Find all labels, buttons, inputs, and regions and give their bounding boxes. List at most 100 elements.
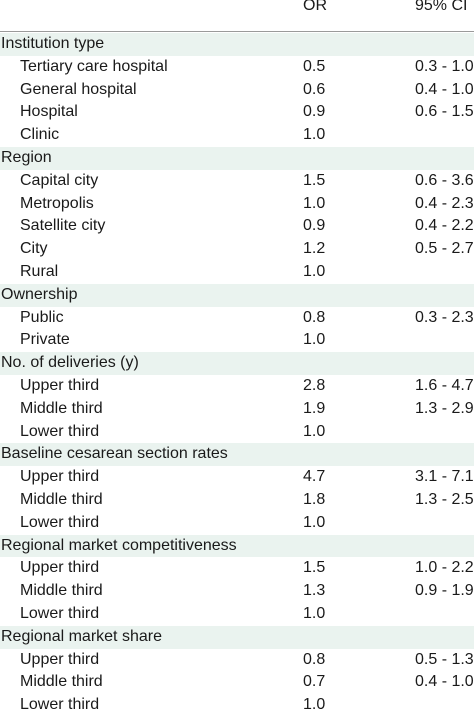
odds-ratio-value: 1.3	[303, 582, 326, 600]
row-label: Upper third	[20, 650, 100, 668]
section-title: Region	[1, 148, 52, 166]
odds-ratio-value: 0.8	[303, 308, 326, 326]
confidence-interval-value: 0.6 - 1.5	[415, 103, 474, 121]
confidence-interval-value: 0.4 - 1.0	[415, 80, 474, 98]
confidence-interval-value: 1.3 - 2.5	[415, 490, 474, 508]
odds-ratio-value: 1.9	[303, 399, 326, 417]
table-row: Metropolis 1.0 0.4 - 2.3	[0, 193, 474, 216]
section-title: Ownership	[1, 285, 78, 303]
table-row: Middle third 1.9 1.3 - 2.9	[0, 398, 474, 421]
table-row: Lower third 1.0	[0, 603, 474, 626]
table-row: City 1.2 0.5 - 2.7	[0, 238, 474, 261]
confidence-interval-value: 0.4 - 2.3	[415, 194, 474, 212]
odds-ratio-value: 1.0	[303, 126, 326, 144]
odds-ratio-value: 1.0	[303, 604, 326, 622]
confidence-interval-value: 3.1 - 7.1	[415, 468, 474, 486]
table-row: Private 1.0	[0, 329, 474, 352]
confidence-interval-value: 1.0 - 2.2	[415, 559, 474, 577]
row-label: Hospital	[20, 103, 78, 121]
header-ci: 95% CI	[415, 0, 468, 14]
section-header-row: No. of deliveries (y)	[0, 352, 474, 375]
table-row: Middle third 0.7 0.4 - 1.0	[0, 671, 474, 694]
row-label: Middle third	[20, 399, 103, 417]
confidence-interval-value: 0.9 - 1.9	[415, 582, 474, 600]
odds-ratio-value: 0.9	[303, 103, 326, 121]
section-header-row: Regional market share	[0, 625, 474, 649]
table-row: Public 0.8 0.3 - 2.3	[0, 307, 474, 330]
row-label: Capital city	[20, 171, 99, 189]
table-row: Lower third 1.0	[0, 694, 474, 717]
section-title: Regional market competitiveness	[1, 536, 237, 554]
row-label: Metropolis	[20, 194, 94, 212]
odds-ratio-value: 1.0	[303, 422, 326, 440]
confidence-interval-value: 0.3 - 2.3	[415, 308, 474, 326]
row-label: Clinic	[20, 126, 60, 144]
confidence-interval-value: 0.5 - 2.7	[415, 240, 474, 258]
odds-ratio-value: 1.0	[303, 696, 326, 714]
table-header: OR 95% CI	[0, 0, 474, 32]
table-row: Upper third 1.5 1.0 - 2.2	[0, 557, 474, 580]
row-label: Tertiary care hospital	[20, 57, 168, 75]
table-row: Satellite city 0.9 0.4 - 2.2	[0, 215, 474, 238]
row-label: Lower third	[20, 513, 100, 531]
section-title: Baseline cesarean section rates	[1, 445, 228, 463]
odds-ratio-value: 0.7	[303, 673, 326, 691]
section-title: No. of deliveries (y)	[1, 354, 139, 372]
row-label: Middle third	[20, 490, 103, 508]
odds-ratio-value: 0.6	[303, 80, 326, 98]
section-title: Institution type	[1, 35, 105, 52]
section-header-row: Region	[0, 146, 474, 170]
odds-ratio-value: 0.9	[303, 217, 326, 235]
odds-ratio-value: 2.8	[303, 376, 326, 394]
confidence-interval-value: 0.6 - 3.6	[415, 171, 474, 189]
row-label: General hospital	[20, 80, 137, 98]
odds-ratio-value: 4.7	[303, 468, 326, 486]
section-title: Regional market share	[1, 627, 162, 645]
confidence-interval-value: 1.6 - 4.7	[415, 376, 474, 394]
confidence-interval-value: 0.4 - 2.2	[415, 217, 474, 235]
table-row: Clinic 1.0	[0, 124, 474, 147]
row-label: Upper third	[20, 559, 100, 577]
section-header-row: Institution type	[0, 33, 474, 56]
confidence-interval-value: 0.5 - 1.3	[415, 650, 474, 668]
odds-ratio-value: 1.5	[303, 171, 326, 189]
odds-ratio-value: 1.5	[303, 559, 326, 577]
odds-ratio-value: 1.0	[303, 513, 326, 531]
table-row: Lower third 1.0	[0, 512, 474, 535]
row-label: Lower third	[20, 604, 100, 622]
section-header-row: Ownership	[0, 283, 474, 307]
row-label: Upper third	[20, 376, 100, 394]
table-row: Hospital 0.9 0.6 - 1.5	[0, 101, 474, 124]
row-label: Rural	[20, 262, 59, 280]
section-header-row: Regional market competitiveness	[0, 534, 474, 558]
odds-ratio-value: 1.2	[303, 240, 326, 258]
table-row: Rural 1.0	[0, 261, 474, 284]
table-row: General hospital 0.6 0.4 - 1.0	[0, 79, 474, 102]
table-row: Middle third 1.3 0.9 - 1.9	[0, 580, 474, 603]
row-label: Lower third	[20, 422, 100, 440]
row-label: City	[20, 240, 48, 258]
odds-ratio-value: 1.0	[303, 262, 326, 280]
header-or: OR	[303, 0, 327, 14]
odds-ratio-value: 0.5	[303, 57, 326, 75]
row-label: Middle third	[20, 582, 103, 600]
row-label: Private	[20, 331, 70, 349]
row-label: Public	[20, 308, 64, 326]
odds-ratio-value: 0.8	[303, 650, 326, 668]
table-row: Tertiary care hospital 0.5 0.3 - 1.0	[0, 56, 474, 79]
table-row: Lower third 1.0	[0, 421, 474, 444]
table-row: Capital city 1.5 0.6 - 3.6	[0, 170, 474, 193]
section-header-row: Baseline cesarean section rates	[0, 443, 474, 467]
table-row: Upper third 4.7 3.1 - 7.1	[0, 466, 474, 489]
odds-ratio-value: 1.0	[303, 194, 326, 212]
table-body: Institution type Tertiary care hospital 0.…	[0, 33, 474, 717]
confidence-interval-value: 1.3 - 2.9	[415, 399, 474, 417]
confidence-interval-value: 0.3 - 1.0	[415, 57, 474, 75]
row-label: Upper third	[20, 468, 100, 486]
header-rule	[0, 31, 474, 32]
row-label: Middle third	[20, 673, 103, 691]
confidence-interval-value: 0.4 - 1.0	[415, 673, 474, 691]
table-row: Middle third 1.8 1.3 - 2.5	[0, 489, 474, 512]
row-label: Lower third	[20, 696, 100, 714]
